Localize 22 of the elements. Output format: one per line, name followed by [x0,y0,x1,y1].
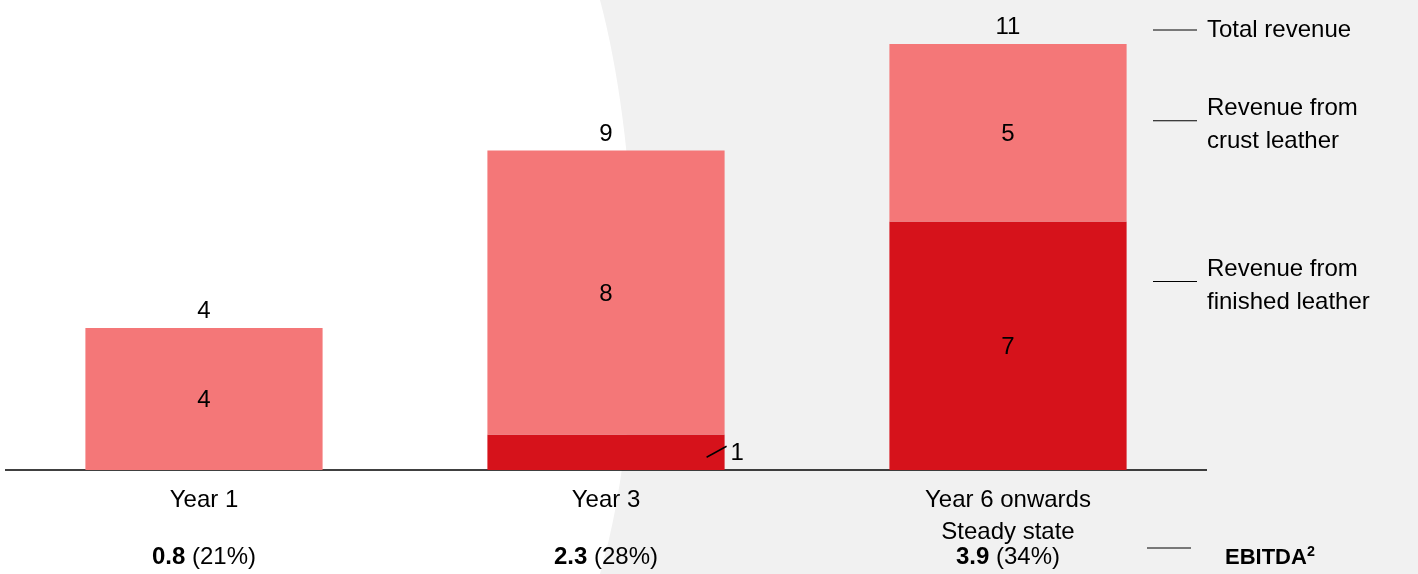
x-tick-label: Year 6 onwards Steady state [925,485,1091,544]
data-label: 4 [197,385,211,412]
text: Total revenue [1207,15,1352,42]
data-label: 1 [730,438,744,466]
data-label: 5 [1001,118,1015,146]
x-tick-label: Year 1 [169,485,239,512]
total-label: 9 [599,118,613,146]
x-tick-label: Year 3 [571,485,641,512]
total-label: 11 [995,12,1021,39]
text: 0.8 (21%) [151,542,257,569]
bar [889,44,1127,222]
data-label: 7 [1001,331,1015,359]
text: Revenue from finished leather [1207,253,1370,314]
bar [487,434,725,470]
total-label: 4 [197,296,211,323]
bar [487,150,725,435]
text: 2.3 (28%) [553,542,659,569]
text: Revenue from crust leather [1207,92,1358,153]
text: EBITDA$^{2}$ [1225,543,1315,569]
bar [889,221,1127,470]
bar [85,328,323,470]
data-label: 8 [599,278,613,306]
